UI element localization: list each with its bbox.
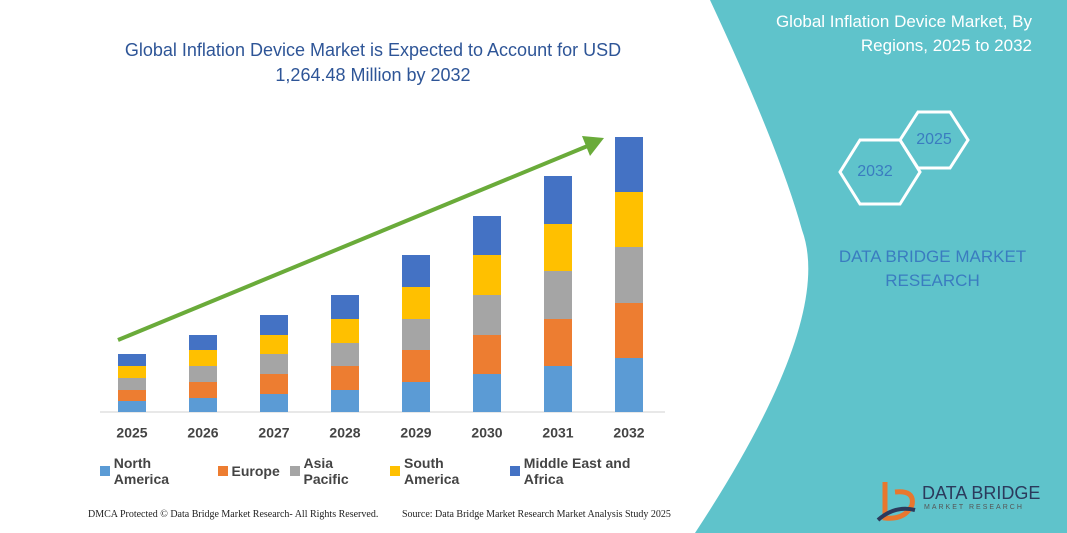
legend-label: Middle East and Africa [523, 455, 631, 487]
bar-segment [189, 382, 217, 398]
bar-segment [402, 319, 430, 350]
panel-title: Global Inflation Device Market, By Regio… [775, 12, 1032, 55]
legend-label: South America [404, 455, 460, 487]
side-panel [695, 0, 1067, 533]
bar-segment [331, 343, 359, 366]
legend-swatch [100, 466, 110, 476]
bar-segment [615, 247, 643, 303]
legend-label: North America [113, 455, 170, 487]
x-tick-label: 2028 [329, 425, 360, 441]
bar-segment [402, 350, 430, 382]
logo-icon [882, 482, 915, 521]
legend-swatch [510, 466, 520, 476]
logo-icon [876, 506, 916, 522]
x-tick-label: 2029 [400, 425, 431, 441]
bar-segment [189, 398, 217, 412]
bar-segment [615, 358, 643, 412]
legend-swatch [289, 466, 300, 476]
logo-tagline: MARKET RESEARCH [924, 504, 1024, 511]
bar-segment [118, 366, 146, 378]
chart-title: Global Inflation Device Market is Expect… [124, 40, 622, 85]
x-tick-label: 2027 [258, 425, 289, 441]
bar-segment [473, 255, 501, 295]
bar-segment [544, 224, 572, 271]
bar-segment [402, 255, 430, 287]
legend-item: North America [100, 455, 208, 487]
footer-left: DMCA Protected © Data Bridge Market Rese… [88, 509, 379, 520]
bar-segment [331, 295, 359, 319]
bar-segment [544, 176, 572, 224]
bar-segment [331, 366, 359, 390]
bar-segment [615, 303, 643, 358]
brand: DATA BRIDGE MARKET RESEARCH [838, 247, 1027, 290]
legend-swatch [217, 466, 228, 476]
bar-segment [118, 401, 146, 412]
bar-segment [473, 374, 501, 412]
arrow-head [582, 136, 604, 156]
legend-item: Asia Pacific [289, 455, 381, 487]
bar-segment [331, 319, 359, 343]
bar-segment [260, 315, 288, 335]
legend-item: Middle East and Africa [510, 455, 670, 487]
hexagon [898, 110, 970, 170]
bar-segment [544, 366, 572, 412]
x-tick-label: 2025 [116, 425, 147, 441]
x-tick-label: 2031 [542, 425, 573, 441]
legend-label: Europe [231, 463, 280, 479]
legend-label: Asia Pacific [303, 455, 349, 487]
bar-segment [473, 335, 501, 374]
bar-segment [260, 394, 288, 412]
bar-segment [402, 287, 430, 319]
legend-item: South America [390, 455, 500, 487]
hex-label: 2025 [916, 131, 952, 148]
x-tick-label: 2026 [187, 425, 218, 441]
x-tick-label: 2030 [471, 425, 502, 441]
bar-segment [544, 319, 572, 366]
bar-segment [260, 335, 288, 354]
footer-right: Source: Data Bridge Market Research Mark… [402, 509, 671, 520]
bar-segment [473, 295, 501, 335]
bar-segment [402, 382, 430, 412]
bar-segment [473, 216, 501, 255]
bar-segment [118, 390, 146, 401]
legend: North America Europe Asia Pacific South Ame… [100, 455, 670, 487]
bar-segment [615, 192, 643, 247]
bar-segment [260, 354, 288, 374]
bar-segment [331, 390, 359, 412]
bar-segment [189, 335, 217, 350]
legend-item: Europe [217, 455, 280, 487]
bar-segment [260, 374, 288, 394]
trend-arrow [117, 143, 591, 342]
bar-segment [118, 378, 146, 390]
logo-name: DATA BRIDGE [922, 483, 1041, 503]
legend-swatch [390, 466, 401, 476]
hex-label: 2032 [857, 163, 893, 180]
bar-segment [189, 350, 217, 366]
bar-segment [189, 366, 217, 382]
bar-segment [544, 271, 572, 319]
bar-segment [118, 354, 146, 366]
x-tick-label: 2032 [613, 425, 644, 441]
bar-segment [615, 137, 643, 192]
